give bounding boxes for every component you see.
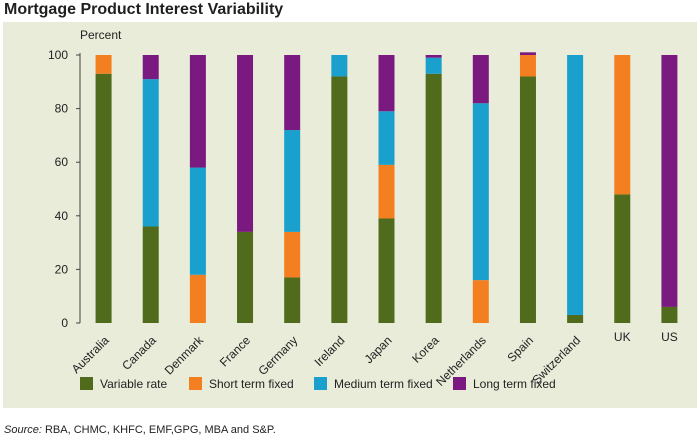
bar-segment [425, 73, 442, 323]
bar-segment [189, 167, 206, 275]
x-tick-label: Australia [69, 333, 112, 376]
legend-label: Medium term fixed [334, 377, 433, 391]
x-tick-label: Japan [362, 333, 395, 366]
x-tick-label: Germany [256, 333, 301, 378]
bar-segment [142, 79, 159, 227]
bar-segment [189, 55, 206, 168]
legend-swatch [314, 377, 327, 390]
x-tick-label: Korea [409, 333, 442, 366]
chart-title: Mortgage Product Interest Variability [4, 1, 284, 18]
legend-swatch [189, 377, 202, 390]
x-tick-label: US [661, 330, 678, 344]
y-tick-label: 40 [55, 209, 69, 223]
bar-segment [331, 76, 348, 323]
bar-segment [519, 76, 536, 323]
bar-segment [237, 55, 254, 232]
bar-segment [284, 231, 301, 278]
x-tick-label: France [217, 333, 254, 370]
x-tick-label: UK [614, 330, 631, 344]
bar-segment [378, 164, 395, 219]
bar-segment [378, 111, 395, 165]
x-tick-label: Spain [504, 333, 536, 365]
bar-segment [189, 274, 206, 323]
source-label: Source: [4, 424, 42, 436]
bar-segment [661, 306, 678, 323]
bar-segment [425, 57, 442, 74]
legend-label: Variable rate [100, 377, 167, 391]
stacked-bar-chart: 0 20 40 60 80 100 Percent Australia Canada Denma… [48, 28, 678, 391]
bar-segment [284, 277, 301, 323]
legend-label: Long term fixed [473, 377, 556, 391]
bar-segment [425, 55, 442, 58]
y-tick-label: 60 [55, 155, 69, 169]
bar-segment [378, 55, 395, 112]
x-tick-label: Denmark [162, 333, 207, 378]
bar-segment [284, 55, 301, 131]
bar-segment [661, 55, 678, 307]
bar-segment [95, 73, 112, 323]
legend-swatch [453, 377, 466, 390]
bars [95, 52, 678, 323]
bar-segment [614, 194, 631, 323]
x-tick-label: Ireland [312, 333, 348, 369]
y-tick-label: 80 [55, 102, 69, 116]
bar-segment [142, 55, 159, 80]
bar-segment [567, 314, 584, 323]
bar-segment [472, 103, 489, 281]
bar-segment [237, 231, 254, 323]
chart-panel: 0 20 40 60 80 100 Percent Australia Canada Denma… [3, 22, 697, 408]
y-tick-label: 0 [61, 316, 68, 330]
bar-segment [331, 55, 348, 77]
source-text: RBA, CHMC, KHFC, EMF,GPG, MBA and S&P. [44, 424, 276, 436]
bar-segment [519, 55, 536, 77]
axes: 0 20 40 60 80 100 Percent [48, 28, 122, 330]
bar-segment [472, 55, 489, 104]
legend-swatch [80, 377, 93, 390]
x-tick-label: Canada [119, 333, 159, 373]
bar-segment [284, 130, 301, 232]
bar-segment [614, 55, 631, 195]
bar-segment [472, 280, 489, 323]
y-axis-label: Percent [80, 28, 122, 42]
bar-segment [95, 55, 112, 74]
bar-segment [567, 55, 584, 315]
bar-segment [378, 218, 395, 323]
legend: Variable rate Short term fixed Medium term… [80, 377, 556, 391]
bar-segment [519, 52, 536, 55]
source-note: Source: RBA, CHMC, KHFC, EMF,GPG, MBA an… [4, 424, 276, 436]
y-tick-label: 100 [48, 48, 68, 62]
legend-label: Short term fixed [209, 377, 294, 391]
y-tick-label: 20 [55, 262, 69, 276]
bar-segment [142, 226, 159, 323]
